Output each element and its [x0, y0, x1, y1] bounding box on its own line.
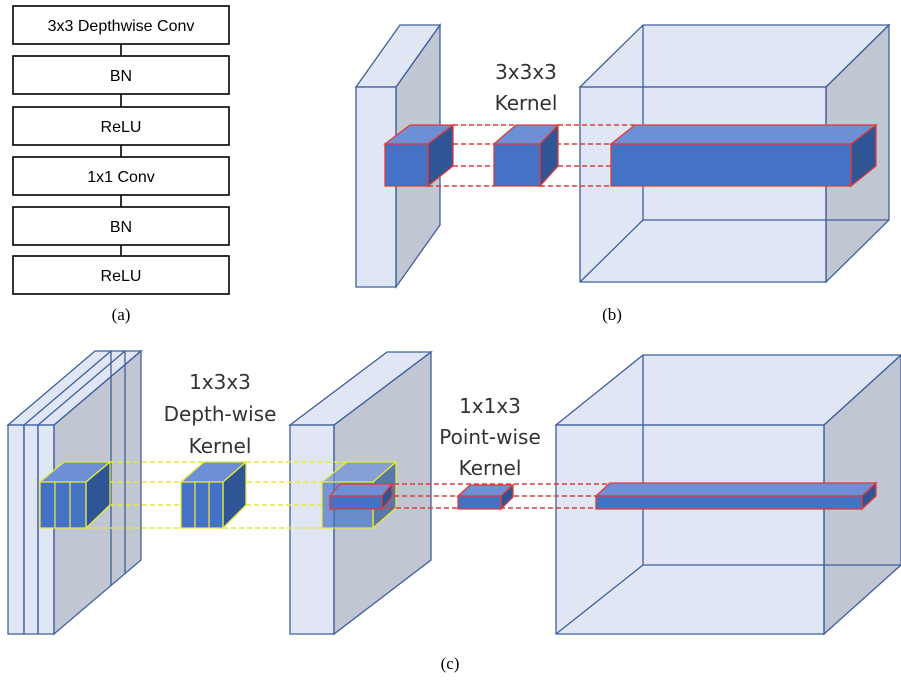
kernel-cube-3x3x3: [492, 123, 560, 188]
layer-bn-2: BN: [12, 206, 230, 246]
caption-a: (a): [112, 305, 131, 324]
pointwise-label-line2: Point-wise: [439, 425, 541, 449]
layer-relu-1: ReLU: [12, 106, 230, 146]
layer-pointwise-conv: 1x1 Conv: [12, 156, 230, 196]
layer-bn-2-label: BN: [110, 219, 132, 236]
output-bar-c: [594, 481, 878, 511]
layer-depthwise-conv-label: 3x3 Depthwise Conv: [48, 18, 195, 35]
input-receptive-slices: [38, 460, 112, 530]
output-bar-b: [609, 123, 878, 188]
standard-conv-links: [428, 124, 635, 187]
depthwise-label-line1: 1x3x3: [189, 370, 251, 394]
layer-bn-1: BN: [12, 55, 230, 95]
pointwise-label-line3: Kernel: [459, 456, 522, 480]
pointwise-kernel-1x1x3: [456, 483, 515, 511]
layer-relu-2-label: ReLU: [101, 268, 142, 285]
depthwise-kernel-1x3x3: [179, 460, 248, 530]
input-volume-c: [6, 349, 143, 636]
layer-bn-1-label: BN: [110, 68, 132, 85]
layer-relu-1-label: ReLU: [101, 119, 142, 136]
kernel-label-line1: 3x3x3: [495, 60, 557, 84]
layer-pointwise-conv-label: 1x1 Conv: [87, 169, 155, 186]
caption-c: (c): [441, 654, 460, 673]
intermediate-pointwise-slab: [328, 482, 394, 511]
layer-relu-2: ReLU: [12, 255, 230, 295]
caption-b: (b): [602, 305, 622, 324]
depthwise-label-line2: Depth-wise: [164, 402, 277, 426]
layer-depthwise-conv: 3x3 Depthwise Conv: [12, 5, 230, 45]
layer-stack: 3x3 Depthwise Conv BN ReLU 1x1 Conv BN R…: [12, 5, 230, 295]
pointwise-label-line1: 1x1x3: [459, 394, 521, 418]
depthwise-label-line3: Kernel: [189, 434, 252, 458]
receptive-field-cube: [383, 123, 455, 188]
kernel-label-line2: Kernel: [495, 91, 558, 115]
